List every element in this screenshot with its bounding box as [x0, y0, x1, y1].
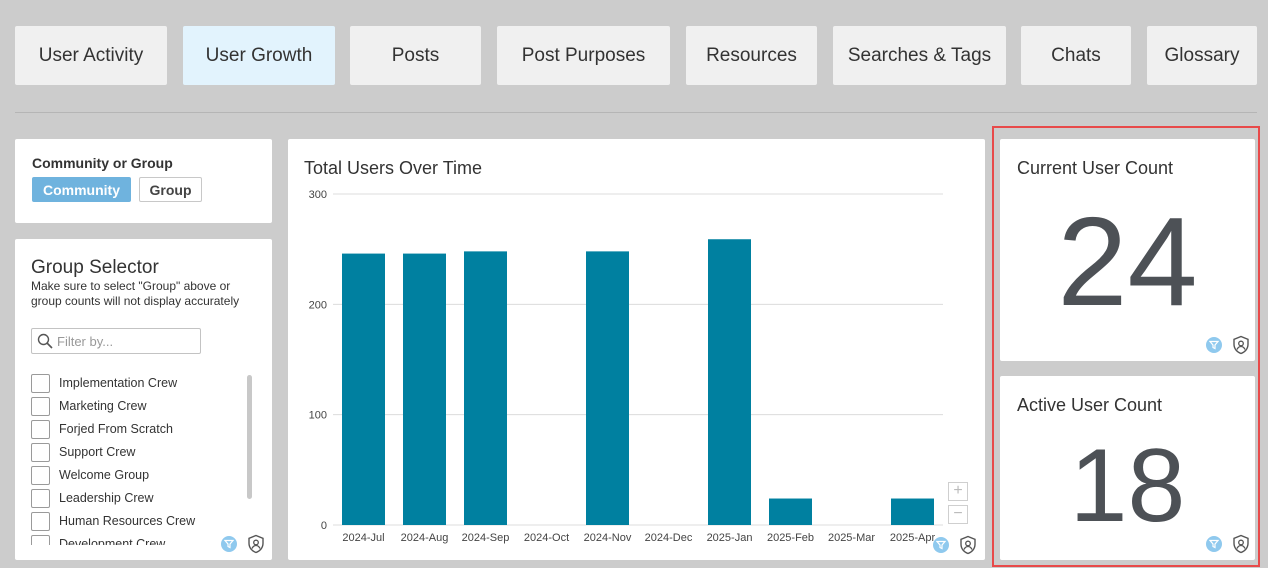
- community-group-title: Community or Group: [32, 155, 173, 171]
- tab-bar: User Activity User Growth Posts Post Pur…: [0, 0, 1268, 90]
- checkbox[interactable]: [31, 511, 50, 531]
- tab-chats[interactable]: Chats: [1021, 26, 1131, 85]
- x-tick-label: 2024-Dec: [645, 532, 693, 544]
- x-tick-label: 2025-Jan: [707, 532, 753, 544]
- divider: [15, 112, 1257, 113]
- x-tick-label: 2025-Feb: [767, 532, 814, 544]
- chart-card: Total Users Over Time 0 100 200 300 2024-Jul…: [288, 139, 985, 560]
- search-icon: [37, 333, 53, 349]
- x-tick-label: 2024-Oct: [524, 532, 569, 544]
- y-tick-label: 200: [309, 299, 327, 311]
- checkbox[interactable]: [31, 373, 50, 393]
- current-user-count-value: 24: [1057, 191, 1198, 332]
- list-item[interactable]: Marketing Crew: [31, 396, 147, 416]
- bar-2024-sep: [464, 251, 507, 525]
- x-tick-label: 2025-Mar: [828, 532, 875, 544]
- current-user-count-card: Current User Count 24: [1000, 139, 1255, 361]
- active-user-count-label: Active User Count: [1017, 395, 1163, 415]
- shield-user-icon[interactable]: [1231, 335, 1251, 355]
- group-toggle[interactable]: Group: [139, 177, 202, 202]
- active-user-count-card: Active User Count 18: [1000, 376, 1255, 560]
- current-user-count-label: Current User Count: [1017, 158, 1174, 178]
- filter-icon[interactable]: [1206, 337, 1222, 353]
- bar-2024-nov: [586, 251, 629, 525]
- tab-user-activity[interactable]: User Activity: [15, 26, 167, 85]
- group-selector-title: Group Selector: [31, 257, 159, 278]
- y-tick-label: 300: [309, 189, 327, 201]
- list-item[interactable]: Welcome Group: [31, 465, 149, 485]
- checkbox[interactable]: [31, 442, 50, 462]
- x-tick-label: 2024-Sep: [462, 532, 510, 544]
- active-user-count-value: 18: [1069, 428, 1186, 544]
- checkbox[interactable]: [31, 465, 50, 485]
- tab-resources[interactable]: Resources: [686, 26, 817, 85]
- community-toggle[interactable]: Community: [32, 177, 131, 202]
- checkbox[interactable]: [31, 534, 50, 545]
- bar-2025-apr: [891, 498, 934, 525]
- list-item[interactable]: Support Crew: [31, 442, 135, 462]
- bar-2025-jan: [708, 239, 751, 525]
- group-selector-note: Make sure to select "Group" above or gro…: [31, 279, 240, 308]
- filter-icon[interactable]: [221, 536, 237, 552]
- y-tick-label: 100: [309, 410, 327, 422]
- zoom-in-button[interactable]: +: [948, 482, 968, 501]
- checkbox[interactable]: [31, 419, 50, 439]
- list-item[interactable]: Implementation Crew: [31, 373, 177, 393]
- tab-posts[interactable]: Posts: [350, 26, 481, 85]
- list-item[interactable]: Forjed From Scratch: [31, 419, 173, 439]
- chart-title: Total Users Over Time: [304, 158, 483, 178]
- filter-icon[interactable]: [1206, 536, 1222, 552]
- bar-chart: 0 100 200 300 2024-Jul 2024-Aug 2024-Sep 2024-O…: [309, 189, 943, 544]
- bar-2024-jul: [342, 253, 385, 525]
- list-item[interactable]: Leadership Crew: [31, 488, 154, 508]
- tab-post-purposes[interactable]: Post Purposes: [497, 26, 670, 85]
- x-tick-label: 2025-Apr: [890, 532, 936, 544]
- list-item[interactable]: Human Resources Crew: [31, 511, 195, 531]
- filter-placeholder: Filter by...: [57, 333, 114, 349]
- x-tick-label: 2024-Aug: [401, 532, 449, 544]
- tab-searches-tags[interactable]: Searches & Tags: [833, 26, 1006, 85]
- tab-glossary[interactable]: Glossary: [1147, 26, 1257, 85]
- group-list: Implementation Crew Marketing Crew Forje…: [31, 373, 243, 545]
- checkbox[interactable]: [31, 396, 50, 416]
- filter-icon[interactable]: [933, 537, 949, 553]
- x-tick-label: 2024-Nov: [584, 532, 632, 544]
- tab-user-growth[interactable]: User Growth: [183, 26, 335, 85]
- filter-input[interactable]: Filter by...: [31, 328, 201, 354]
- bar-2024-aug: [403, 253, 446, 525]
- shield-user-icon[interactable]: [1231, 534, 1251, 554]
- checkbox[interactable]: [31, 488, 50, 508]
- shield-user-icon[interactable]: [246, 534, 266, 554]
- community-group-card: Community or Group Community Group: [15, 139, 272, 223]
- bar-2025-feb: [769, 498, 812, 525]
- y-tick-label: 0: [321, 520, 327, 532]
- group-selector-card: Group Selector Make sure to select "Grou…: [15, 239, 272, 560]
- x-tick-label: 2024-Jul: [342, 532, 384, 544]
- list-item[interactable]: Development Crew: [31, 534, 165, 545]
- list-scrollbar-thumb[interactable]: [247, 375, 252, 499]
- shield-user-icon[interactable]: [958, 535, 978, 555]
- zoom-out-button[interactable]: −: [948, 505, 968, 524]
